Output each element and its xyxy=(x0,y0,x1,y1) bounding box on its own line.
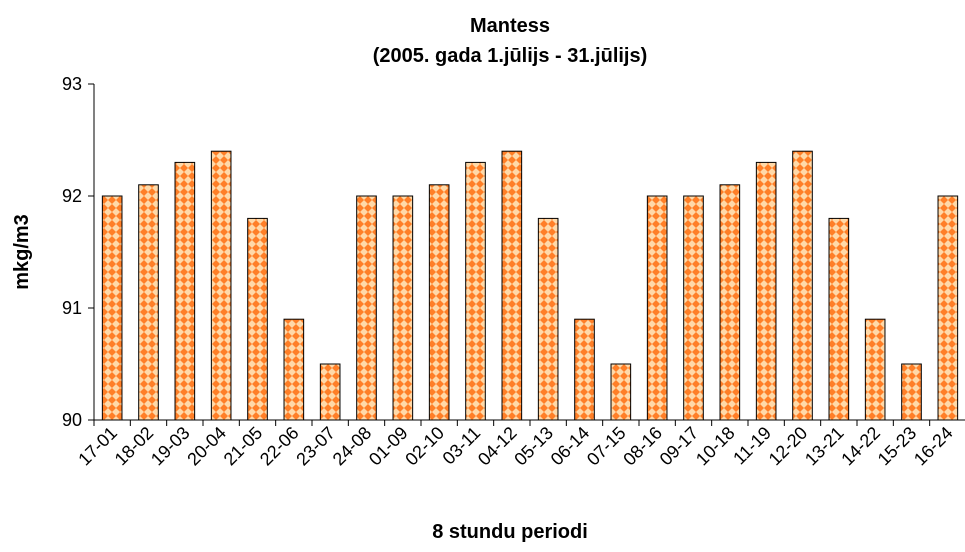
x-tick-label: 10-18 xyxy=(692,423,739,470)
bar xyxy=(937,195,959,421)
x-tick-label: 22-06 xyxy=(256,423,303,470)
y-tick-label: 91 xyxy=(62,298,82,318)
bar xyxy=(465,161,486,421)
bar xyxy=(683,195,704,421)
y-axis-title: mkg/m3 xyxy=(11,214,33,290)
x-axis-title: 8 stundu periodi xyxy=(432,521,588,543)
x-tick-label: 09-17 xyxy=(656,423,703,470)
bar xyxy=(537,217,559,421)
bar xyxy=(574,318,595,421)
bar xyxy=(901,363,922,421)
bar xyxy=(428,184,450,421)
x-tick-label: 11-19 xyxy=(729,423,775,469)
x-tick-label: 23-07 xyxy=(292,423,339,470)
x-tick-label: 15-23 xyxy=(874,423,921,470)
bar xyxy=(392,195,414,421)
x-tick-label: 13-21 xyxy=(801,423,848,470)
bar xyxy=(101,195,123,421)
x-tick-label: 02-10 xyxy=(401,423,448,470)
x-tick-label: 05-13 xyxy=(510,423,557,470)
y-tick-label: 92 xyxy=(62,186,82,206)
bar xyxy=(138,184,159,421)
bar xyxy=(646,195,668,421)
bar xyxy=(501,150,523,421)
x-tick-label: 21-05 xyxy=(220,423,267,470)
x-tick-label: 08-16 xyxy=(619,423,666,470)
x-tick-label: 07-15 xyxy=(583,423,630,470)
x-tick-label: 06-14 xyxy=(547,423,594,470)
bar xyxy=(792,150,813,421)
y-tick-label: 90 xyxy=(62,410,82,430)
x-tick-label: 18-02 xyxy=(111,423,158,470)
x-tick-label: 20-04 xyxy=(183,423,230,470)
bar xyxy=(610,363,632,421)
x-tick-label: 14-22 xyxy=(837,423,884,470)
bar xyxy=(210,150,232,421)
x-tick-label: 01-09 xyxy=(365,423,412,470)
bar xyxy=(828,217,850,421)
x-tick-label: 12-20 xyxy=(765,423,812,470)
x-tick-label: 19-03 xyxy=(147,423,194,470)
bar xyxy=(356,195,377,421)
bar xyxy=(283,318,305,421)
bar xyxy=(319,363,341,421)
bar xyxy=(719,184,741,421)
chart-title: Mantess xyxy=(470,15,550,37)
x-tick-label: 04-12 xyxy=(474,423,521,470)
bar xyxy=(864,318,886,421)
chart-subtitle: (2005. gada 1.jūlijs - 31.jūlijs) xyxy=(373,45,648,67)
x-tick-label: 03-11 xyxy=(439,423,485,469)
bar xyxy=(174,161,196,421)
x-tick-label: 16-24 xyxy=(910,423,957,470)
bar xyxy=(247,217,268,421)
bar xyxy=(755,161,777,421)
x-tick-label: 24-08 xyxy=(329,423,376,470)
y-tick-label: 93 xyxy=(62,74,82,94)
